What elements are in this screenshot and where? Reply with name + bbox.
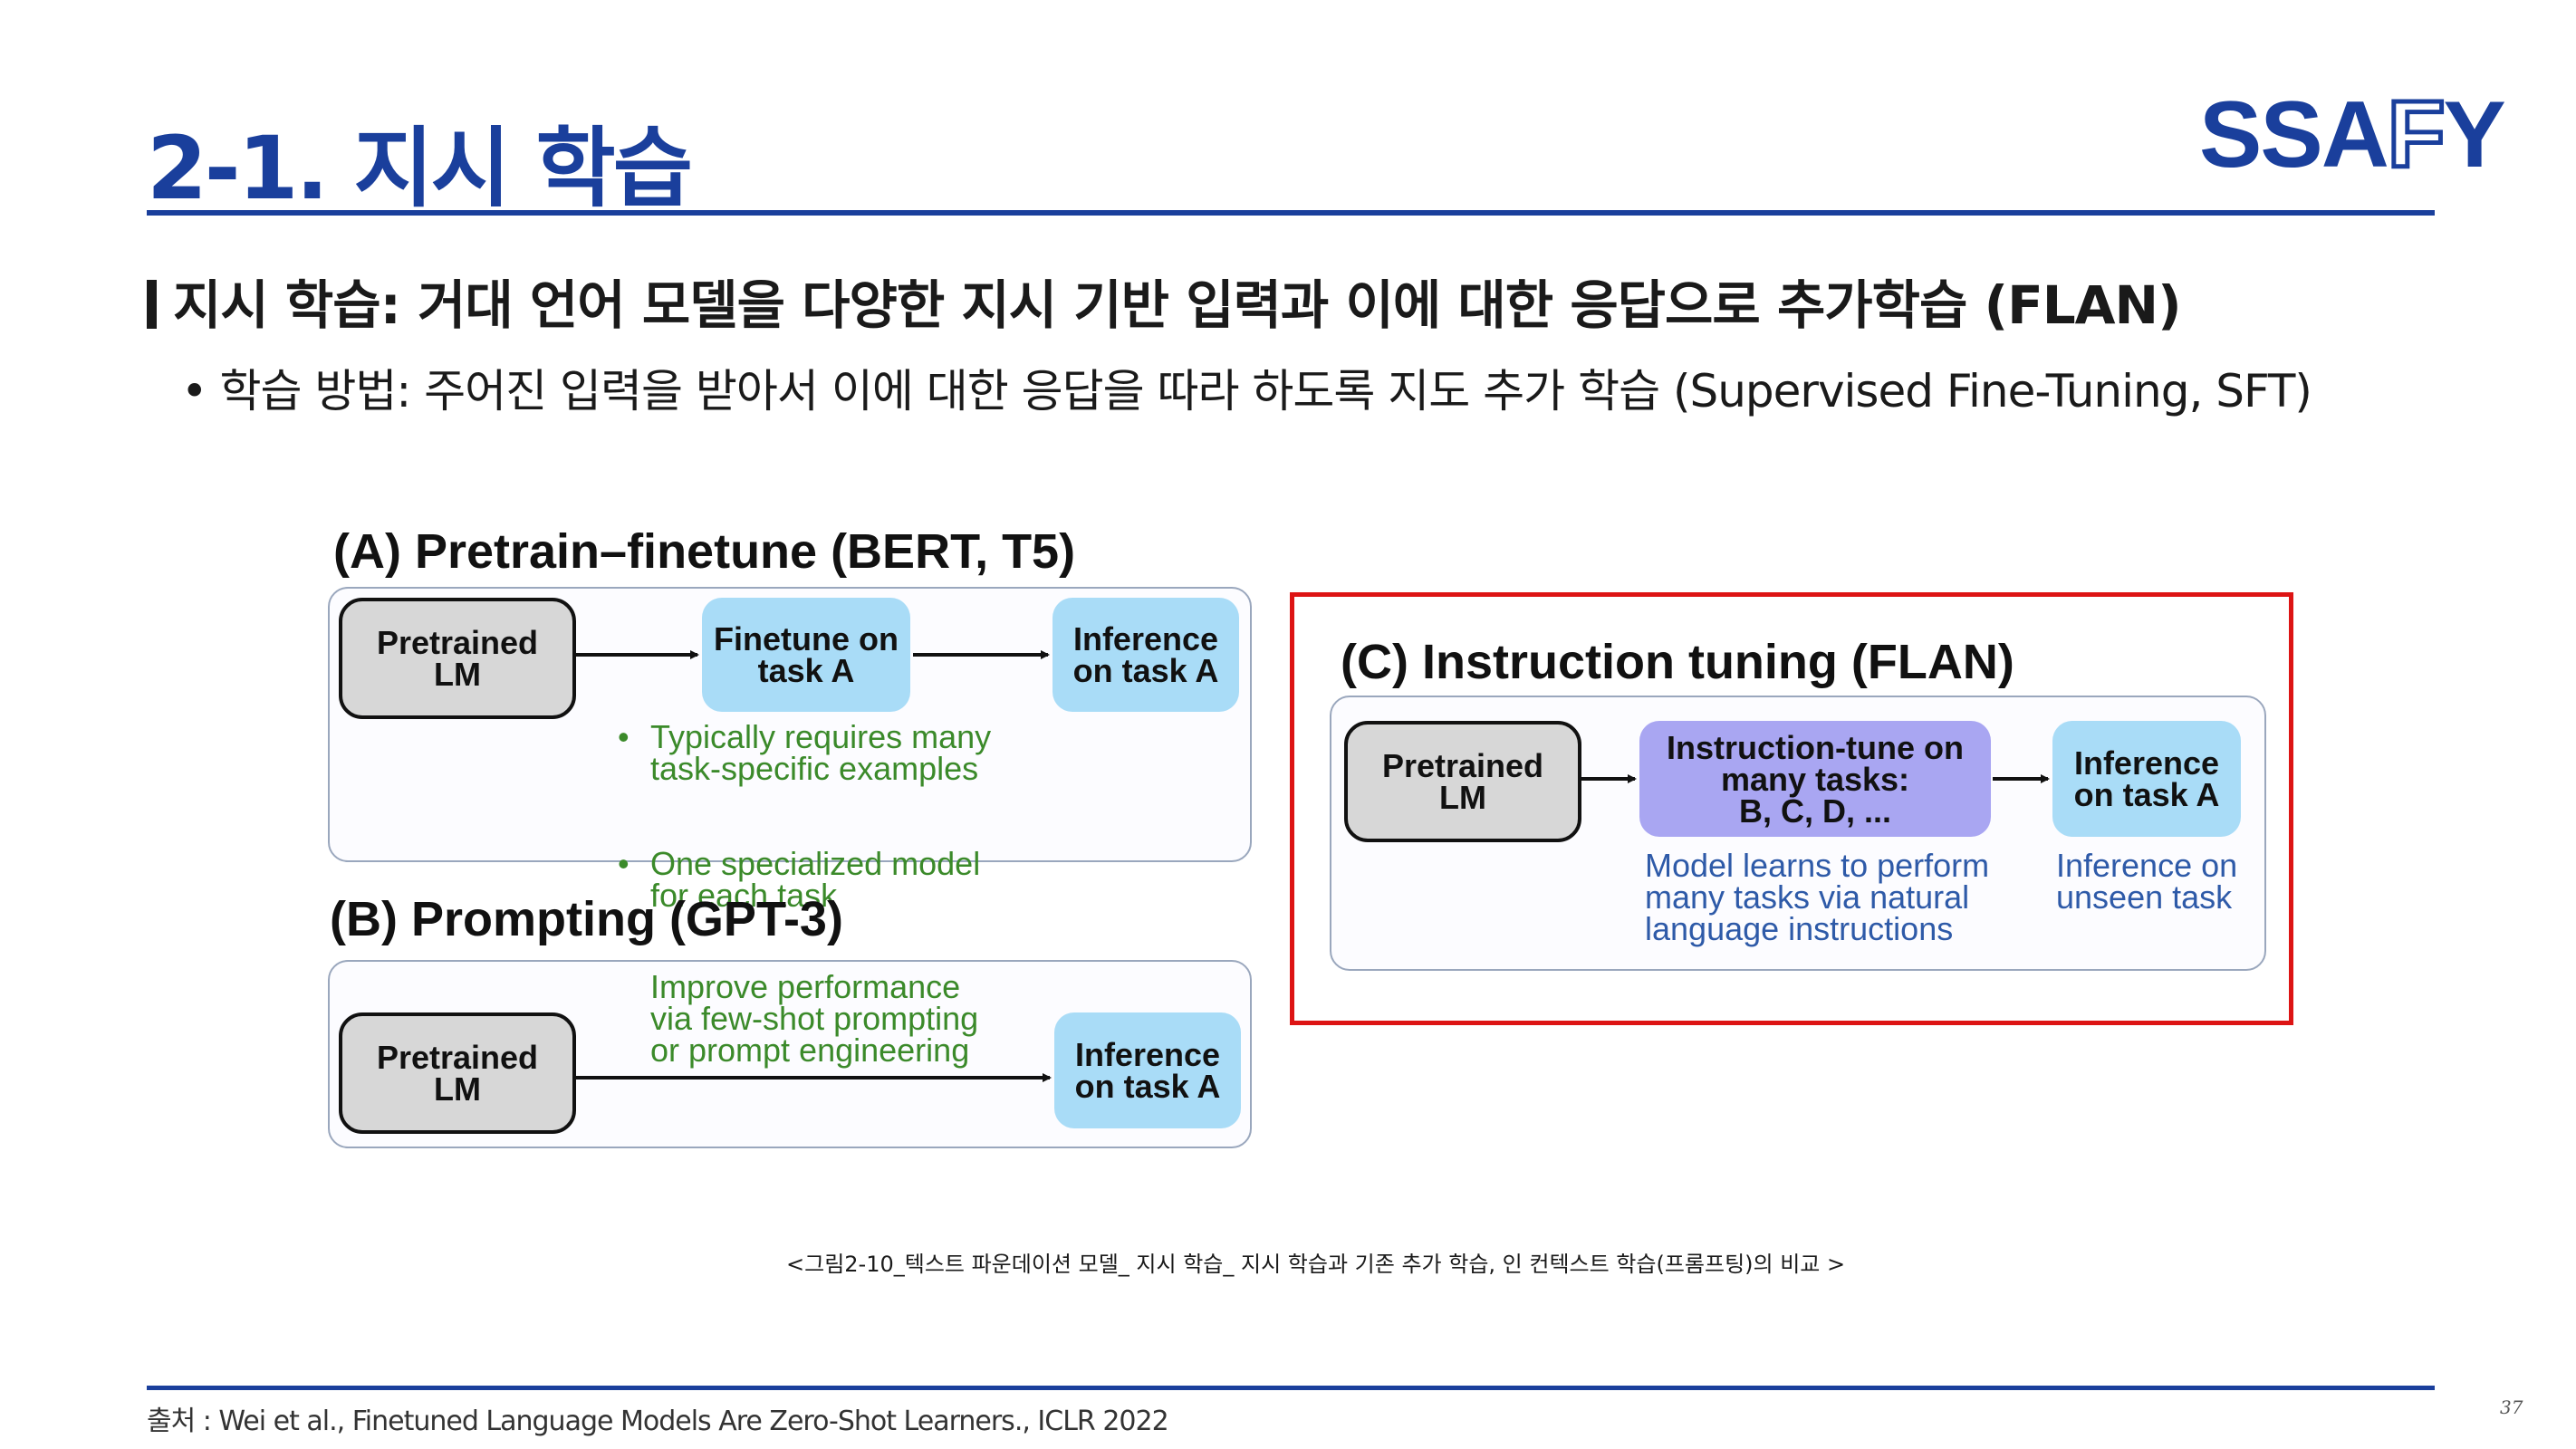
logo-text-3: Y [2443, 82, 2505, 187]
panel-a-note-1: Typically requires many task-specific ex… [618, 721, 2576, 785]
ssafy-logo: SSAFY [2199, 81, 2506, 190]
panel-b-inference-box: Inference on task A [1054, 1012, 1241, 1128]
highlight-box [1290, 592, 2293, 1025]
slide-title: 2-1. 지시 학습 [147, 118, 693, 219]
panel-c-instruction-tune-box: Instruction-tune on many tasks: B, C, D,… [1639, 721, 1991, 837]
panel-c-pretrained-box: Pretrained LM [1344, 721, 1581, 842]
section-heading: 지시 학습: 거대 언어 모델을 다양한 지시 기반 입력과 이에 대한 응답으… [147, 263, 2182, 339]
panel-c-note-2: Inference on unseen task [2056, 847, 2238, 916]
panel-b-note: Improve performance via few-shot prompti… [650, 968, 979, 1069]
footer-divider [147, 1386, 2435, 1390]
panel-a-finetune-box: Finetune on task A [702, 598, 910, 712]
header-divider [147, 210, 2435, 216]
panel-c-title: (C) Instruction tuning (FLAN) [1341, 635, 2014, 689]
panel-c-note-1: Model learns to perform many tasks via n… [1645, 847, 1990, 947]
panel-b-pretrained-box: Pretrained LM [339, 1012, 576, 1134]
panel-c-inference-box: Inference on task A [2052, 721, 2241, 837]
panel-a-pretrained-box: Pretrained LM [339, 598, 576, 719]
heading-bar [147, 280, 157, 329]
heading-text: 지시 학습: 거대 언어 모델을 다양한 지시 기반 입력과 이에 대한 응답으… [173, 274, 2182, 336]
page-number: 37 [2500, 1396, 2523, 1418]
logo-text-1: SSA [2199, 82, 2389, 187]
panel-a-title: (A) Pretrain–finetune (BERT, T5) [333, 524, 1076, 579]
panel-a-inference-box: Inference on task A [1053, 598, 1239, 712]
bullet-item: • 학습 방법: 주어진 입력을 받아서 이에 대한 응답을 따라 하도록 지도 … [181, 355, 2312, 420]
bullet-text: 학습 방법: 주어진 입력을 받아서 이에 대한 응답을 따라 하도록 지도 추… [219, 365, 2312, 417]
bullet-dot: • [181, 365, 207, 417]
panel-b-title: (B) Prompting (GPT-3) [330, 892, 843, 946]
panel-a-note-2: One specialized model for each task [618, 848, 2576, 912]
figure-caption: <그림2-10_텍스트 파운데이션 모델_ 지시 학습_ 지시 학습과 기존 추… [786, 1252, 1846, 1277]
logo-text-2: F [2385, 81, 2446, 190]
source-citation: 출처 : Wei et al., Finetuned Language Mode… [147, 1406, 1169, 1437]
